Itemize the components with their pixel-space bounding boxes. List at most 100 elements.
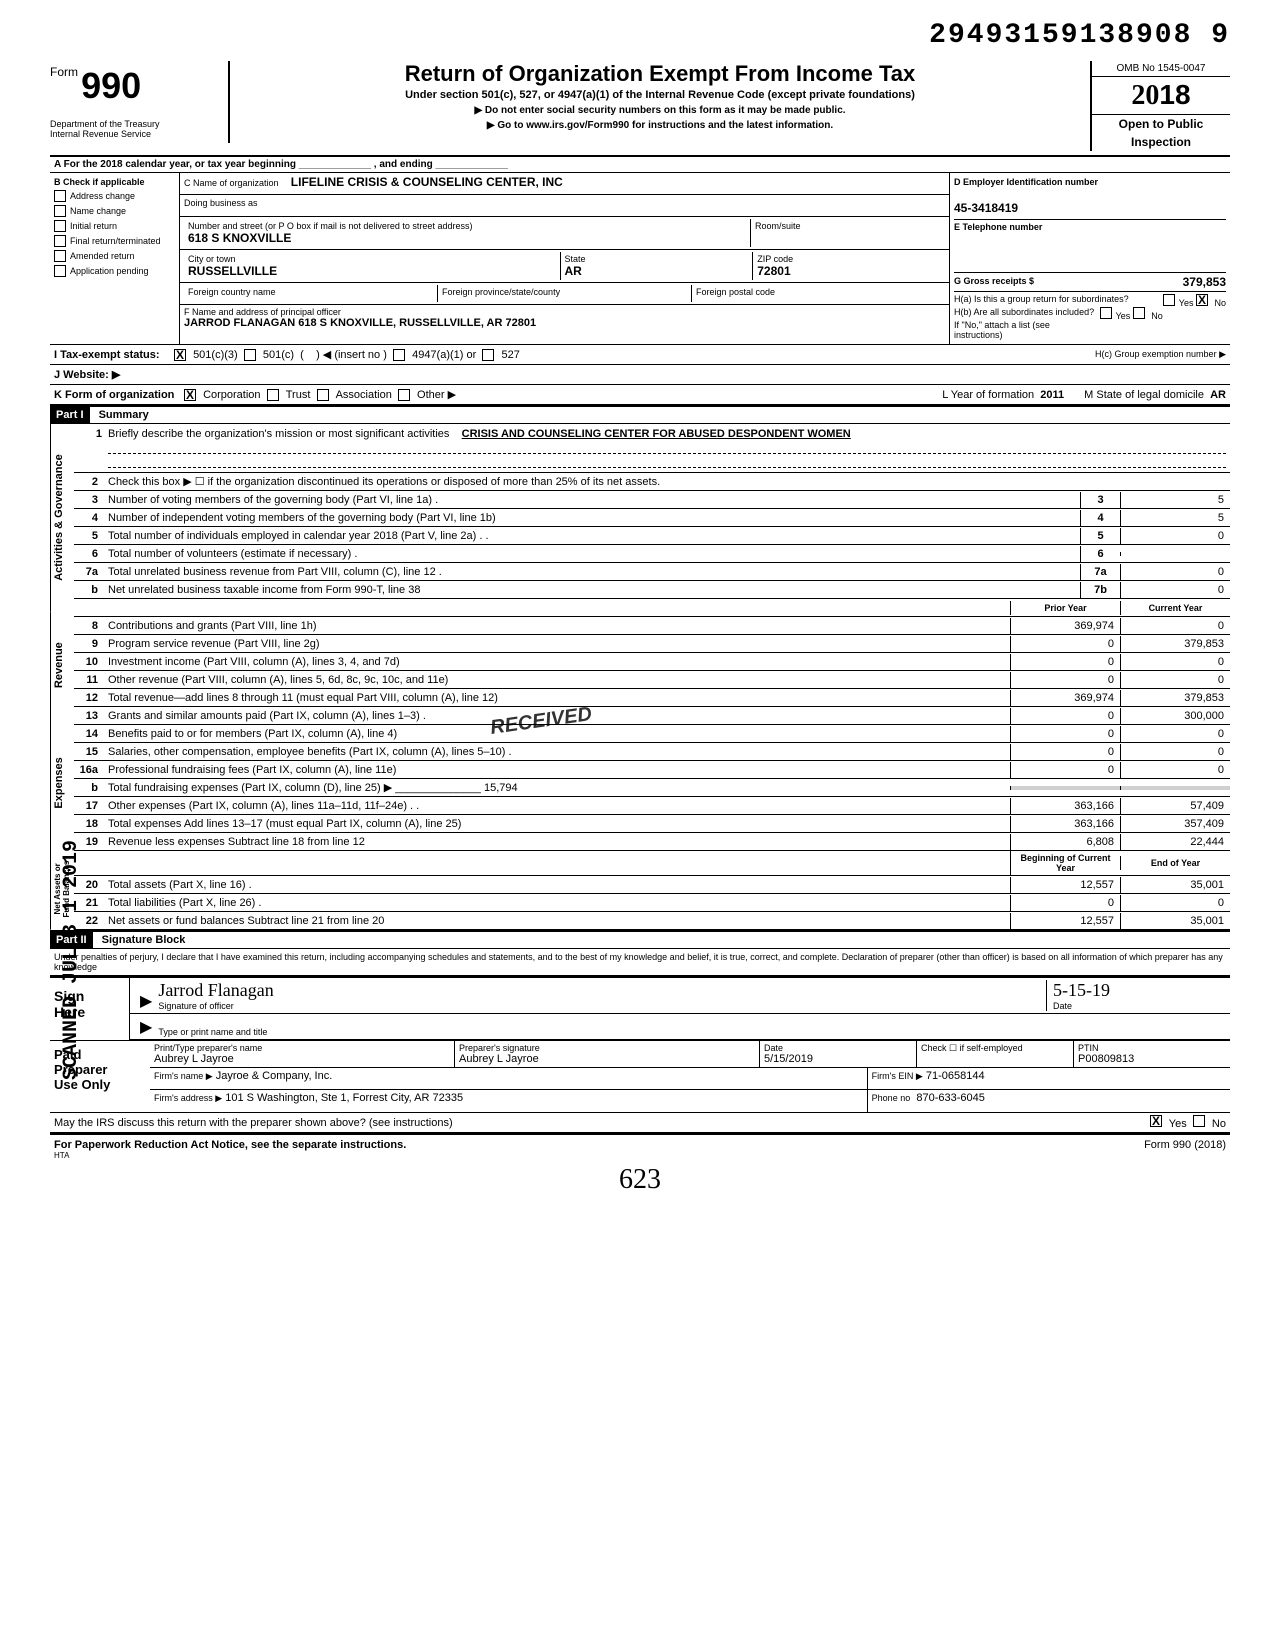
section-bcd: B Check if applicable Address change Nam… <box>50 173 1230 345</box>
side-revenue: Revenue <box>50 612 74 718</box>
print-name-row: ▶ Type or print name and title <box>130 1014 1230 1040</box>
handwritten-number: 623 <box>50 1164 1230 1196</box>
officer-val: JARROD FLANAGAN 618 S KNOXVILLE, RUSSELL… <box>184 317 945 329</box>
street-val: 618 S KNOXVILLE <box>188 231 746 245</box>
org-name-label: C Name of organization <box>184 178 279 188</box>
street-label: Number and street (or P O box if mail is… <box>188 221 746 231</box>
paid-preparer-section: Paid Preparer Use Only Print/Type prepar… <box>50 1040 1230 1112</box>
hc-label: H(c) Group exemption number ▶ <box>1095 349 1226 360</box>
chk-association[interactable] <box>317 389 329 401</box>
part1-title: Summary <box>93 407 155 423</box>
two-col-header: Prior Year Current Year <box>74 599 1230 617</box>
form-word: Form <box>50 65 78 79</box>
dba-row: Doing business as <box>180 195 949 217</box>
part2-header-row: Part II Signature Block <box>50 930 1230 949</box>
part1-header: Part I <box>50 407 90 423</box>
summary-line-10: 10Investment income (Part VIII, column (… <box>74 653 1230 671</box>
document-id: 29493159138908 9 <box>50 20 1230 51</box>
part1-header-row: Part I Summary <box>50 405 1230 424</box>
firm-name: Jayroe & Company, Inc. <box>216 1070 333 1082</box>
prior-year-header: Prior Year <box>1010 601 1120 615</box>
begin-year-header: Beginning of Current Year <box>1010 851 1120 875</box>
preparer-date: 5/15/2019 <box>764 1053 912 1065</box>
form-number: 990 <box>81 65 141 106</box>
form-subtitle: Under section 501(c), 527, or 4947(a)(1)… <box>240 89 1080 101</box>
discuss-row: May the IRS discuss this return with the… <box>50 1112 1230 1133</box>
mission-text: CRISIS AND COUNSELING CENTER FOR ABUSED … <box>462 428 851 440</box>
self-emp-check[interactable]: Check ☐ if self-employed <box>917 1041 1074 1067</box>
omb-year-box: OMB No 1545-0047 20201818 Open to Public… <box>1090 61 1230 151</box>
firm-ein: 71-0658144 <box>926 1070 985 1082</box>
form-title: Return of Organization Exempt From Incom… <box>240 61 1080 87</box>
hno-instr: If "No," attach a list (see instructions… <box>954 320 1226 340</box>
summary-line-18: 18Total expenses Add lines 13–17 (must e… <box>74 815 1230 833</box>
side-expenses: Expenses <box>50 718 74 849</box>
line-k-org-form: K Form of organization Corporation Trust… <box>50 385 1230 405</box>
state-val: AR <box>565 264 749 278</box>
officer-signature: Jarrod Flanagan <box>158 980 1046 1001</box>
chk-address-change[interactable]: Address change <box>54 190 175 202</box>
chk-discuss-no[interactable] <box>1193 1115 1205 1127</box>
chk-other[interactable] <box>398 389 410 401</box>
zip-val: 72801 <box>757 264 941 278</box>
summary-line-7a: 7aTotal unrelated business revenue from … <box>74 563 1230 581</box>
summary-line-11: 11Other revenue (Part VIII, column (A), … <box>74 671 1230 689</box>
preparer-name-row: Print/Type preparer's name Aubrey L Jayr… <box>150 1041 1230 1068</box>
dba-label: Doing business as <box>184 198 258 208</box>
scanned-stamp: SCANNED JUL 3 1 2019 <box>60 840 83 1080</box>
sign-date: 5-15-19 <box>1053 980 1226 1001</box>
hb-row: H(b) Are all subordinates included? Yes … <box>954 307 1226 317</box>
firm-phone: 870-633-6045 <box>916 1092 985 1104</box>
line-i-label: I Tax-exempt status: <box>54 349 174 361</box>
summary-line-13: 13Grants and similar amounts paid (Part … <box>74 707 1230 725</box>
line-j-website: J Website: ▶ <box>50 365 1230 385</box>
mission-row: 1 Briefly describe the organization's mi… <box>74 424 1230 473</box>
chk-discuss-yes[interactable] <box>1150 1115 1162 1127</box>
summary-line-19: 19Revenue less expenses Subtract line 18… <box>74 833 1230 851</box>
inspection: Inspection <box>1092 133 1230 151</box>
year-formation: 2011 <box>1040 389 1064 401</box>
form-instr2: ▶ Go to www.irs.gov/Form990 for instruct… <box>240 120 1080 131</box>
chk-application-pending[interactable]: Application pending <box>54 265 175 277</box>
firm-addr: 101 S Washington, Ste 1, Forrest City, A… <box>225 1092 463 1104</box>
summary-line-21: 21Total liabilities (Part X, line 26) .0… <box>74 894 1230 912</box>
city-val: RUSSELLVILLE <box>188 264 556 278</box>
summary-line-b: bTotal fundraising expenses (Part IX, co… <box>74 779 1230 797</box>
hta: HTA <box>54 1151 406 1160</box>
chk-name-change[interactable]: Name change <box>54 205 175 217</box>
ein-label: D Employer Identification number <box>954 177 1226 187</box>
summary-body: 1 Briefly describe the organization's mi… <box>74 424 1230 930</box>
form-footer: Form 990 (2018) <box>1144 1139 1226 1160</box>
chk-501c3[interactable] <box>174 349 186 361</box>
chk-corporation[interactable] <box>184 389 196 401</box>
summary-line-9: 9Program service revenue (Part VIII, lin… <box>74 635 1230 653</box>
summary-line-22: 22Net assets or fund balances Subtract l… <box>74 912 1230 930</box>
gross-val: 379,853 <box>1183 275 1226 289</box>
city-row: City or townRUSSELLVILLE StateAR ZIP cod… <box>180 250 949 283</box>
phone-label: E Telephone number <box>954 219 1226 232</box>
foreign-row: Foreign country name Foreign province/st… <box>180 283 949 305</box>
chk-initial-return[interactable]: Initial return <box>54 220 175 232</box>
org-name: LIFELINE CRISIS & COUNSELING CENTER, INC <box>291 175 563 189</box>
summary-line-5: 5Total number of individuals employed in… <box>74 527 1230 545</box>
summary-line-3: 3Number of voting members of the governi… <box>74 491 1230 509</box>
chk-amended[interactable]: Amended return <box>54 250 175 262</box>
state-domicile: AR <box>1210 389 1226 401</box>
summary-line-17: 17Other expenses (Part IX, column (A), l… <box>74 797 1230 815</box>
chk-4947[interactable] <box>393 349 405 361</box>
form-number-box: Form 990 Department of the Treasury Inte… <box>50 61 230 143</box>
firm-addr-row: Firm's address ▶ 101 S Washington, Ste 1… <box>150 1090 1230 1112</box>
chk-trust[interactable] <box>267 389 279 401</box>
line-i-status: I Tax-exempt status: 501(c)(3) 501(c) ( … <box>50 345 1230 365</box>
summary-line-12: 12Total revenue—add lines 8 through 11 (… <box>74 689 1230 707</box>
chk-final-return[interactable]: Final return/terminated <box>54 235 175 247</box>
chk-501c[interactable] <box>244 349 256 361</box>
side-activities: Activities & Governance <box>50 424 74 612</box>
summary-line-8: 8Contributions and grants (Part VIII, li… <box>74 617 1230 635</box>
ptin-val: P00809813 <box>1078 1053 1226 1065</box>
chk-527[interactable] <box>482 349 494 361</box>
column-b-checks: B Check if applicable Address change Nam… <box>50 173 180 344</box>
officer-sig-row: ▶ Jarrod Flanagan Signature of officer 5… <box>130 978 1230 1014</box>
form-container: 29493159138908 9 Form 990 Department of … <box>50 20 1230 1196</box>
current-year-header: Current Year <box>1120 601 1230 615</box>
